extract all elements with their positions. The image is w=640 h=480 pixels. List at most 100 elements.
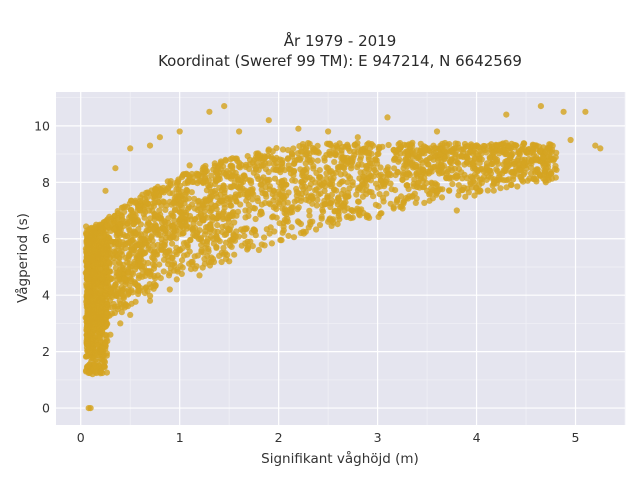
scatter-point	[533, 176, 540, 183]
chart-title-line-2: Koordinat (Sweref 99 TM): E 947214, N 66…	[158, 52, 522, 70]
scatter-point	[142, 209, 149, 216]
scatter-point	[266, 230, 273, 237]
scatter-point	[272, 193, 279, 201]
scatter-point	[165, 261, 172, 268]
scatter-point	[162, 227, 169, 234]
scatter-point	[152, 185, 159, 192]
scatter-point	[440, 145, 447, 152]
scatter-point	[290, 234, 298, 241]
scatter-point	[91, 297, 98, 304]
scatter-point	[239, 173, 246, 180]
scatter-point	[154, 231, 161, 238]
scatter-point	[137, 287, 144, 294]
scatter-point	[461, 140, 469, 148]
scatter-point	[103, 309, 110, 316]
scatter-point	[85, 245, 92, 252]
y-tick-label: 4	[42, 288, 50, 303]
scatter-point	[295, 219, 302, 226]
scatter-point	[144, 268, 152, 275]
scatter-point	[83, 281, 90, 288]
scatter-point	[298, 178, 305, 185]
scatter-point	[206, 108, 213, 115]
scatter-point	[231, 179, 238, 186]
scatter-point	[187, 237, 194, 244]
scatter-point	[397, 203, 404, 210]
scatter-point	[114, 286, 121, 293]
scatter-point	[147, 246, 154, 254]
scatter-point	[430, 142, 437, 149]
scatter-point	[127, 263, 134, 271]
scatter-point	[387, 200, 394, 207]
scatter-point	[257, 181, 264, 188]
scatter-point	[354, 207, 361, 214]
scatter-point	[371, 156, 378, 163]
scatter-point	[423, 180, 430, 187]
scatter-point	[503, 111, 510, 118]
scatter-point	[104, 301, 111, 308]
scatter-point	[312, 187, 319, 194]
scatter-point	[467, 173, 474, 180]
scatter-point	[597, 145, 604, 152]
scatter-point	[461, 171, 468, 178]
scatter-point	[128, 197, 135, 204]
y-tick-label: 8	[42, 175, 50, 190]
scatter-point	[158, 202, 165, 209]
scatter-point	[316, 174, 323, 181]
scatter-point	[132, 280, 139, 288]
scatter-point	[544, 157, 552, 164]
scatter-point	[223, 168, 230, 175]
scatter-point	[184, 187, 191, 194]
scatter-point	[462, 193, 469, 200]
scatter-point	[307, 218, 314, 226]
scatter-point	[280, 195, 287, 202]
scatter-point	[211, 202, 219, 209]
scatter-point	[132, 212, 139, 219]
scatter-point	[452, 148, 459, 156]
scatter-point	[548, 170, 555, 177]
scatter-point	[415, 154, 422, 161]
scatter-point	[162, 238, 169, 245]
scatter-point	[345, 213, 352, 220]
scatter-point	[211, 160, 218, 167]
scatter-point	[306, 140, 313, 147]
scatter-point	[205, 182, 212, 189]
scatter-point	[216, 197, 223, 204]
scatter-point	[102, 187, 109, 194]
scatter-point	[258, 186, 265, 193]
scatter-point	[100, 259, 107, 266]
scatter-point	[302, 228, 309, 235]
scatter-point	[560, 108, 567, 115]
scatter-point	[218, 258, 225, 266]
scatter-point	[505, 142, 512, 149]
scatter-point	[483, 170, 490, 177]
scatter-point	[490, 178, 498, 186]
scatter-point	[98, 239, 105, 246]
scatter-point	[478, 156, 485, 163]
scatter-point	[214, 177, 222, 184]
scatter-point	[94, 342, 102, 349]
scatter-point	[325, 128, 332, 135]
x-axis-title: Signifikant våghöjd (m)	[261, 450, 419, 467]
scatter-point	[262, 160, 269, 167]
y-axis-ticks: 0 2 4 6 8 10	[34, 118, 50, 415]
scatter-point	[175, 178, 182, 185]
scatter-point	[313, 226, 320, 233]
x-tick-label: 1	[176, 430, 184, 445]
scatter-point	[83, 292, 90, 299]
scatter-point	[267, 224, 274, 231]
scatter-point	[375, 143, 383, 151]
scatter-point	[271, 228, 278, 235]
scatter-point	[184, 216, 191, 223]
scatter-point	[266, 200, 273, 207]
scatter-point	[262, 154, 269, 161]
scatter-point	[300, 185, 307, 193]
scatter-point	[273, 145, 280, 152]
scatter-point	[338, 154, 345, 161]
scatter-point	[125, 239, 132, 246]
scatter-point	[262, 191, 269, 198]
scatter-point	[180, 230, 187, 237]
scatter-point	[368, 189, 375, 196]
scatter-point	[132, 266, 139, 273]
scatter-point	[214, 222, 221, 229]
